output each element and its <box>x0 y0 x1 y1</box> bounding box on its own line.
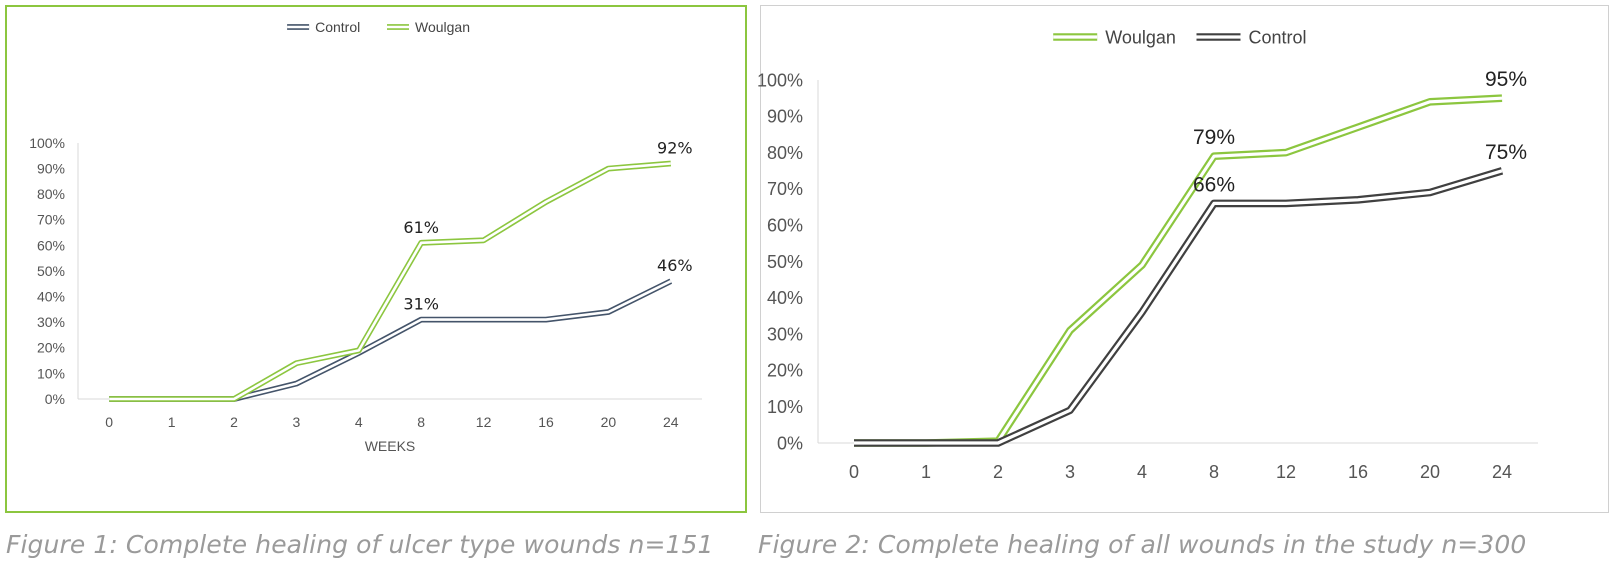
figure-1-caption: Figure 1: Complete healing of ulcer type… <box>6 530 714 559</box>
figure-2-x-tick-label: 3 <box>1065 462 1075 482</box>
figure-1-y-tick-label: 30% <box>37 314 65 330</box>
figure-2-y-tick-label: 60% <box>767 216 803 236</box>
figure-2-x-tick-label: 12 <box>1276 462 1296 482</box>
figure-2-y-tick-label: 50% <box>767 252 803 272</box>
figure-1-y-tick-label: 70% <box>37 212 65 228</box>
figure-2-legend-label-woulgan: Woulgan <box>1105 27 1176 47</box>
figure-1-y-tick-label: 50% <box>37 263 65 279</box>
figure-2-x-tick-label: 2 <box>993 462 1003 482</box>
figure-1-legend-label-control: Control <box>315 19 360 35</box>
figure-1-x-tick-label: 4 <box>355 414 363 430</box>
figure-2-x-tick-label: 4 <box>1137 462 1147 482</box>
figure-2-y-tick-label: 90% <box>767 107 803 127</box>
figure-2-caption: Figure 2: Complete healing of all wounds… <box>758 530 1527 559</box>
figure-2-legend-label-control: Control <box>1249 27 1307 47</box>
figure-1-y-tick-label: 60% <box>37 237 65 253</box>
figure-1-x-tick-label: 0 <box>105 414 113 430</box>
figure-2-y-tick-label: 20% <box>767 361 803 381</box>
figure-2-series-line-inner-woulgan <box>854 96 1503 445</box>
figure-1-y-tick-label: 90% <box>37 161 65 177</box>
figure-2-y-tick-label: 80% <box>767 143 803 163</box>
figure-2-y-tick-label: 70% <box>767 179 803 199</box>
figure-1-y-tick-label: 100% <box>29 135 65 151</box>
figure-2-x-tick-label: 24 <box>1492 462 1512 482</box>
figure-1-series-line-woulgan <box>109 160 672 402</box>
figure-2-data-label: 79% <box>1193 126 1235 149</box>
figure-1-x-tick-label: 20 <box>601 414 617 430</box>
figure-2-series-line-woulgan <box>854 94 1503 447</box>
figure-2-y-tick-label: 100% <box>757 70 803 90</box>
figure-1-x-tick-label: 24 <box>663 414 679 430</box>
figure-2-data-label: 75% <box>1485 141 1527 164</box>
figure-2-chart: 0%10%20%30%40%50%60%70%80%90%100%0 1 2 3 4 8 1… <box>757 27 1538 482</box>
figure-1-x-tick-label: 1 <box>168 414 176 430</box>
figure-1-x-tick-label: 12 <box>476 414 492 430</box>
figure-2-y-tick-label: 10% <box>767 397 803 417</box>
figure-1-x-tick-label: 8 <box>417 414 425 430</box>
figure-1-x-tick-label: 2 <box>230 414 238 430</box>
figure-1-chart: 0%10%20%30%40%50%60%70%80%90%100%0 1 2 3 4 8 1… <box>29 19 702 454</box>
figure-1-y-tick-label: 10% <box>37 365 65 381</box>
figure-2-x-tick-label: 0 <box>849 462 859 482</box>
figure-1-y-tick-label: 0% <box>45 391 65 407</box>
figure-1-x-tick-label: 3 <box>293 414 301 430</box>
figure-1-data-label: 46% <box>657 256 693 275</box>
figure-2-x-tick-label: 20 <box>1420 462 1440 482</box>
figure-1-x-tick-label: 16 <box>538 414 554 430</box>
figure-1-series-line-inner-woulgan <box>109 162 671 401</box>
figure-2-series-line-inner-control <box>854 169 1503 445</box>
figure-1-legend-label-woulgan: Woulgan <box>415 19 470 35</box>
figure-2-y-tick-label: 30% <box>767 324 803 344</box>
figure-2-y-tick-label: 0% <box>777 433 803 453</box>
figure-2-legend: Woulgan Control <box>1053 27 1307 47</box>
figure-1-data-label: 31% <box>403 295 439 314</box>
figure-2-data-label: 66% <box>1193 173 1235 196</box>
figure-1-y-tick-label: 40% <box>37 289 65 305</box>
figure-1-data-label: 61% <box>403 218 439 237</box>
figure-2-panel: 0% 10% 20% 30% 40% 50% 60% 70% 80% 90% 100% 0 1 2 3 4 8 1… <box>757 5 1609 513</box>
figure-1-x-axis-title: WEEKS <box>365 438 416 454</box>
figure-1-panel: 0% 10% 20% 30% 40% 50% 60% 70% 80% 90% 100% 0 1 2 3 4 8 1… <box>5 5 747 513</box>
figure-1-y-tick-label: 80% <box>37 186 65 202</box>
figure-2-data-label: 95% <box>1485 68 1527 91</box>
figure-1-y-tick-label: 20% <box>37 340 65 356</box>
figure-2-y-tick-label: 40% <box>767 288 803 308</box>
figure-2-x-tick-label: 16 <box>1348 462 1368 482</box>
figure-2-x-tick-label: 8 <box>1209 462 1219 482</box>
figure-1-data-label: 92% <box>657 138 693 157</box>
figure-1-legend: Control Woulgan <box>287 19 470 35</box>
figure-2-x-tick-label: 1 <box>921 462 931 482</box>
